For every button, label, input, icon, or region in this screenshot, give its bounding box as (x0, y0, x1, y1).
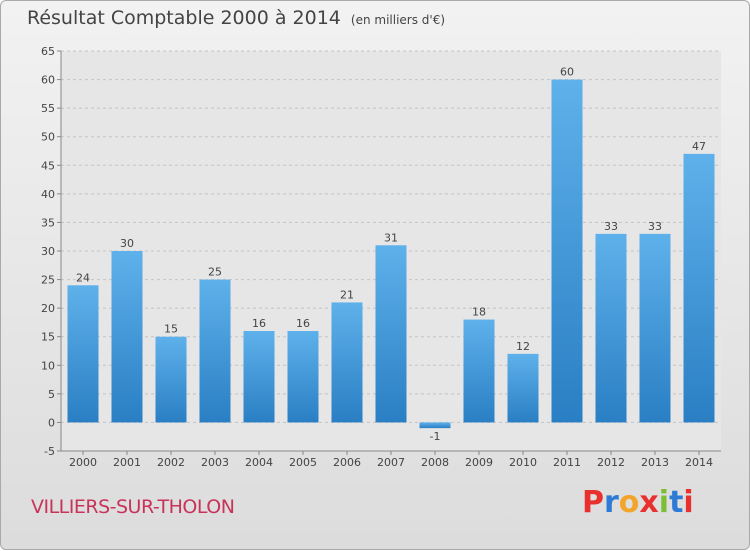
proxiti-logo: Proxiti (582, 485, 694, 520)
x-tick-label: 2005 (289, 456, 317, 469)
bar (287, 331, 319, 423)
bar (331, 302, 363, 423)
logo-letter: x (639, 485, 659, 520)
bar-value-label: 16 (296, 317, 310, 330)
logo-letter: i (658, 485, 670, 520)
bar-value-label: 60 (560, 66, 574, 79)
bar-value-label: 31 (384, 231, 398, 244)
bar (67, 285, 99, 423)
y-tick-label: 0 (48, 416, 55, 429)
bar-value-label: 15 (164, 323, 178, 336)
chart-unit: (en milliers d'€) (350, 13, 446, 27)
y-tick-label: -5 (44, 445, 55, 458)
x-tick-label: 2007 (377, 456, 405, 469)
x-tick-label: 2014 (685, 456, 713, 469)
y-tick-label: 50 (41, 131, 55, 144)
city-name: VILLIERS-SUR-THOLON (31, 496, 235, 518)
chart-title: Résultat Comptable 2000 à 2014 (27, 7, 341, 29)
bar-value-label: 30 (120, 237, 134, 250)
bar (419, 422, 451, 429)
x-tick-label: 2006 (333, 456, 361, 469)
y-tick-label: 15 (41, 331, 55, 344)
y-tick-label: 30 (41, 245, 55, 258)
x-tick-label: 2003 (201, 456, 229, 469)
x-tick-label: 2012 (597, 456, 625, 469)
bar (155, 336, 187, 423)
bar-value-label: 47 (692, 140, 706, 153)
bar-value-label: 12 (516, 340, 530, 353)
bar-value-label: 25 (208, 266, 222, 279)
bar (463, 319, 495, 423)
y-tick-label: 25 (41, 274, 55, 287)
logo-letter: t (669, 485, 684, 520)
bar-value-label: 16 (252, 317, 266, 330)
y-tick-label: 10 (41, 359, 55, 372)
bar-value-label: 33 (648, 220, 662, 233)
x-tick-label: 2011 (553, 456, 581, 469)
logo-letter: o (618, 485, 640, 520)
bar (111, 251, 143, 423)
y-tick-label: 35 (41, 216, 55, 229)
x-tick-label: 2000 (69, 456, 97, 469)
chart-title-block: Résultat Comptable 2000 à 2014 (en millie… (27, 7, 445, 29)
x-tick-label: 2002 (157, 456, 185, 469)
y-tick-label: 55 (41, 102, 55, 115)
y-tick-label: 40 (41, 188, 55, 201)
bar-value-label: 24 (76, 271, 90, 284)
x-tick-label: 2009 (465, 456, 493, 469)
y-tick-label: 20 (41, 302, 55, 315)
bar (507, 353, 539, 423)
x-tick-label: 2008 (421, 456, 449, 469)
y-tick-label: 5 (48, 388, 55, 401)
x-tick-label: 2010 (509, 456, 537, 469)
bar (595, 233, 627, 423)
bar (375, 245, 407, 423)
y-tick-label: 60 (41, 74, 55, 87)
bar (683, 153, 715, 423)
x-tick-label: 2013 (641, 456, 669, 469)
x-tick-label: 2004 (245, 456, 273, 469)
logo-letter: r (604, 485, 619, 520)
bar (199, 279, 231, 423)
bar-value-label: 21 (340, 288, 354, 301)
bar-value-label: -1 (430, 430, 441, 443)
bar (243, 331, 275, 423)
logo-letter: i (683, 485, 694, 520)
bar-value-label: 18 (472, 306, 486, 319)
bar-value-label: 33 (604, 220, 618, 233)
bar (551, 79, 583, 423)
logo-letter: P (582, 485, 604, 520)
y-tick-label: 45 (41, 159, 55, 172)
x-tick-label: 2001 (113, 456, 141, 469)
bar (639, 233, 671, 423)
y-tick-label: 65 (41, 45, 55, 58)
